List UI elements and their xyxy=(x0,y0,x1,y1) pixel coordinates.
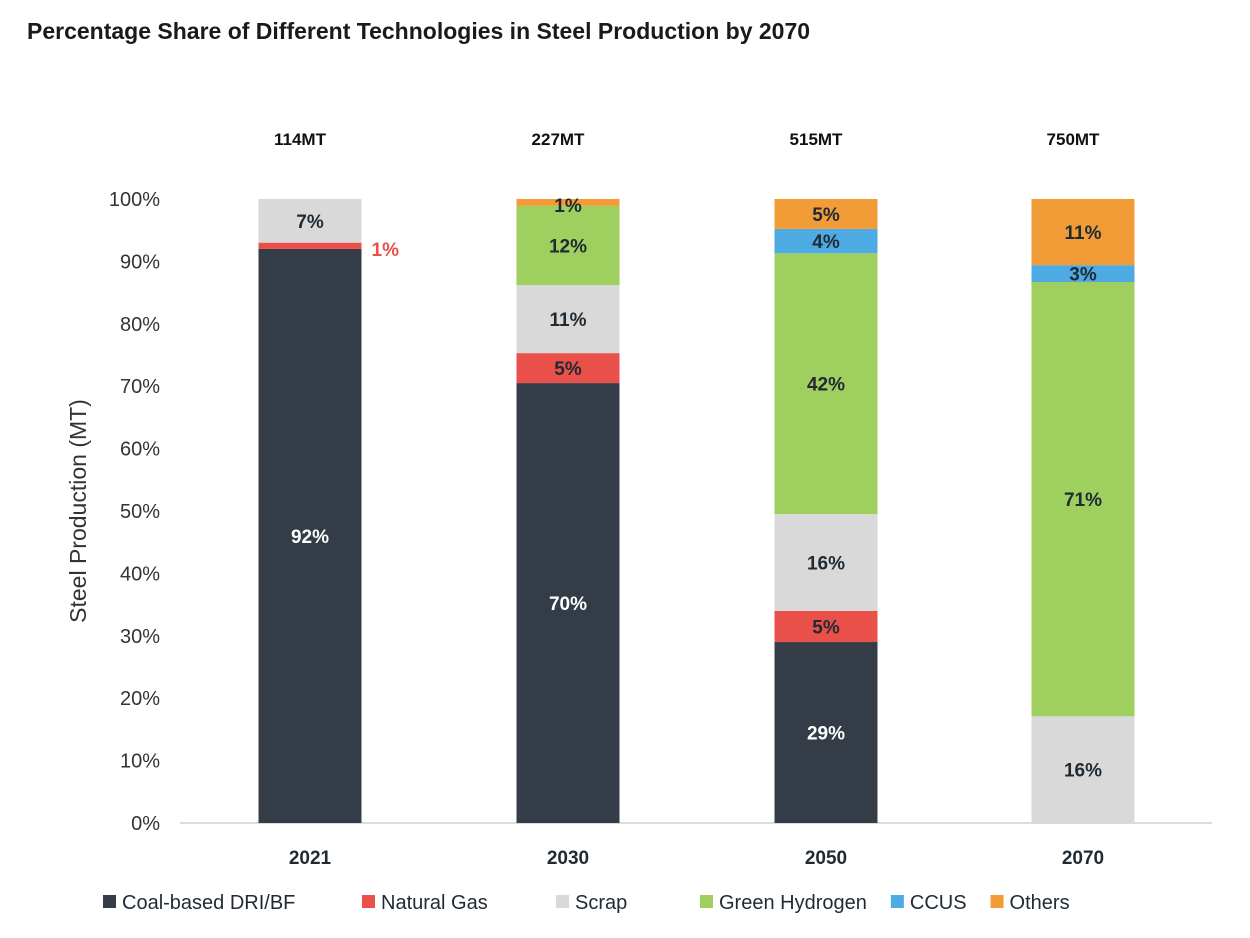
data-label: 16% xyxy=(1064,761,1102,782)
y-tick-label: 70% xyxy=(120,376,160,398)
total-label: 515MT xyxy=(790,130,844,149)
data-label: 4% xyxy=(812,232,840,253)
legend-label: CCUS xyxy=(910,892,967,914)
legend-label: Scrap xyxy=(575,892,627,914)
bar-segment xyxy=(258,248,362,824)
data-label: 11% xyxy=(1065,223,1102,244)
bar-segment xyxy=(516,383,620,823)
data-label: 70% xyxy=(549,594,587,615)
data-label: 16% xyxy=(807,553,845,574)
bar-segment xyxy=(1031,716,1135,823)
bar-segment xyxy=(1031,265,1135,282)
bar-segment xyxy=(1031,281,1135,717)
data-label: 5% xyxy=(554,359,582,380)
x-tick-label: 2030 xyxy=(547,848,589,869)
x-tick-label: 2070 xyxy=(1062,848,1104,869)
legend-swatch xyxy=(362,895,375,908)
legend-swatch xyxy=(103,895,116,908)
y-tick-label: 20% xyxy=(120,688,160,710)
data-label: 29% xyxy=(807,724,845,745)
data-label: 5% xyxy=(812,617,840,638)
data-label: 1% xyxy=(554,196,582,217)
bar-segment xyxy=(1031,199,1135,266)
total-label: 750MT xyxy=(1047,130,1101,149)
legend-label: Natural Gas xyxy=(381,892,488,914)
bar-segment xyxy=(774,514,878,611)
data-label: 7% xyxy=(296,212,324,233)
bar-segment xyxy=(774,610,878,643)
legend-swatch xyxy=(890,895,904,908)
y-tick-label: 60% xyxy=(120,439,160,461)
y-tick-label: 50% xyxy=(120,501,160,523)
bar-segment xyxy=(774,199,878,229)
total-label: 114MT xyxy=(274,130,327,149)
bar-segment xyxy=(774,642,878,823)
data-label: 12% xyxy=(549,236,587,257)
bar-segment xyxy=(516,205,620,286)
legend-swatch xyxy=(700,895,713,908)
y-tick-label: 30% xyxy=(120,626,160,648)
data-label: 71% xyxy=(1064,490,1102,511)
bar-segment xyxy=(516,353,620,384)
legend-swatch xyxy=(990,895,1004,908)
bar-segment xyxy=(516,199,620,206)
bar-segment xyxy=(258,199,362,243)
data-label: 5% xyxy=(812,205,840,226)
legend-label: Green Hydrogen xyxy=(719,892,867,914)
chart-title: Percentage Share of Different Technologi… xyxy=(27,18,811,44)
data-label: 1% xyxy=(372,240,400,261)
y-tick-label: 10% xyxy=(120,751,160,773)
data-label: 92% xyxy=(291,527,329,548)
data-label: 42% xyxy=(807,375,845,396)
total-label: 227MT xyxy=(532,130,586,149)
y-tick-label: 80% xyxy=(120,314,160,336)
y-tick-label: 40% xyxy=(120,563,160,585)
bar-segment xyxy=(774,253,878,515)
bar-segment xyxy=(774,228,878,254)
x-tick-label: 2050 xyxy=(805,848,847,869)
bar-segment xyxy=(516,285,620,354)
x-tick-label: 2021 xyxy=(289,848,332,869)
legend-label: Coal-based DRI/BF xyxy=(122,892,295,914)
legend-label: Others xyxy=(1010,892,1070,914)
bar-segment xyxy=(258,242,362,249)
y-axis-label: Steel Production (MT) xyxy=(65,399,91,623)
legend-swatch xyxy=(556,895,569,908)
y-tick-label: 0% xyxy=(131,813,160,835)
data-label: 3% xyxy=(1069,265,1097,286)
y-tick-label: 100% xyxy=(109,189,160,211)
y-tick-label: 90% xyxy=(120,251,160,273)
data-label: 11% xyxy=(550,310,587,331)
